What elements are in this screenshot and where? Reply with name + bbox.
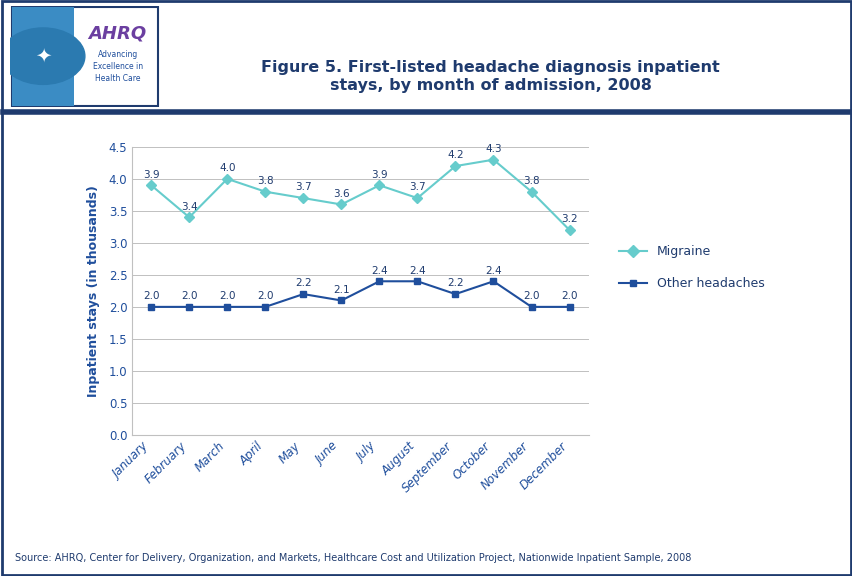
Text: 3.8: 3.8 xyxy=(256,176,273,186)
Text: Source: AHRQ, Center for Delivery, Organization, and Markets, Healthcare Cost an: Source: AHRQ, Center for Delivery, Organ… xyxy=(15,554,691,563)
Text: 2.0: 2.0 xyxy=(219,291,235,301)
Circle shape xyxy=(1,28,85,85)
Text: 2.0: 2.0 xyxy=(256,291,273,301)
Text: 2.0: 2.0 xyxy=(181,291,198,301)
Text: 3.9: 3.9 xyxy=(143,169,159,180)
Text: 2.4: 2.4 xyxy=(485,266,501,275)
Text: 3.4: 3.4 xyxy=(181,202,198,211)
Text: 4.0: 4.0 xyxy=(219,163,235,173)
Text: ✦: ✦ xyxy=(35,47,51,66)
Text: 3.8: 3.8 xyxy=(522,176,539,186)
Legend: Migraine, Other headaches: Migraine, Other headaches xyxy=(613,239,770,297)
Text: 2.2: 2.2 xyxy=(295,278,311,289)
Text: 3.6: 3.6 xyxy=(332,189,349,199)
Text: 3.9: 3.9 xyxy=(371,169,388,180)
Text: 3.7: 3.7 xyxy=(409,183,425,192)
Text: Advancing
Excellence in
Health Care: Advancing Excellence in Health Care xyxy=(93,50,142,82)
Text: 2.0: 2.0 xyxy=(143,291,159,301)
Text: 4.2: 4.2 xyxy=(446,150,463,160)
Y-axis label: Inpatient stays (in thousands): Inpatient stays (in thousands) xyxy=(87,185,101,397)
Text: 4.3: 4.3 xyxy=(485,144,501,154)
Text: 2.1: 2.1 xyxy=(332,285,349,295)
FancyBboxPatch shape xyxy=(12,7,74,105)
Text: 3.7: 3.7 xyxy=(295,183,311,192)
Text: 2.0: 2.0 xyxy=(561,291,577,301)
Text: Figure 5. First-listed headache diagnosis inpatient
stays, by month of admission: Figure 5. First-listed headache diagnosi… xyxy=(261,60,719,93)
Text: 2.2: 2.2 xyxy=(446,278,463,289)
Text: 3.2: 3.2 xyxy=(561,214,577,224)
Text: 2.4: 2.4 xyxy=(409,266,425,275)
FancyBboxPatch shape xyxy=(12,7,158,105)
Text: 2.0: 2.0 xyxy=(522,291,539,301)
Text: 2.4: 2.4 xyxy=(371,266,388,275)
Text: AHRQ: AHRQ xyxy=(89,25,147,43)
